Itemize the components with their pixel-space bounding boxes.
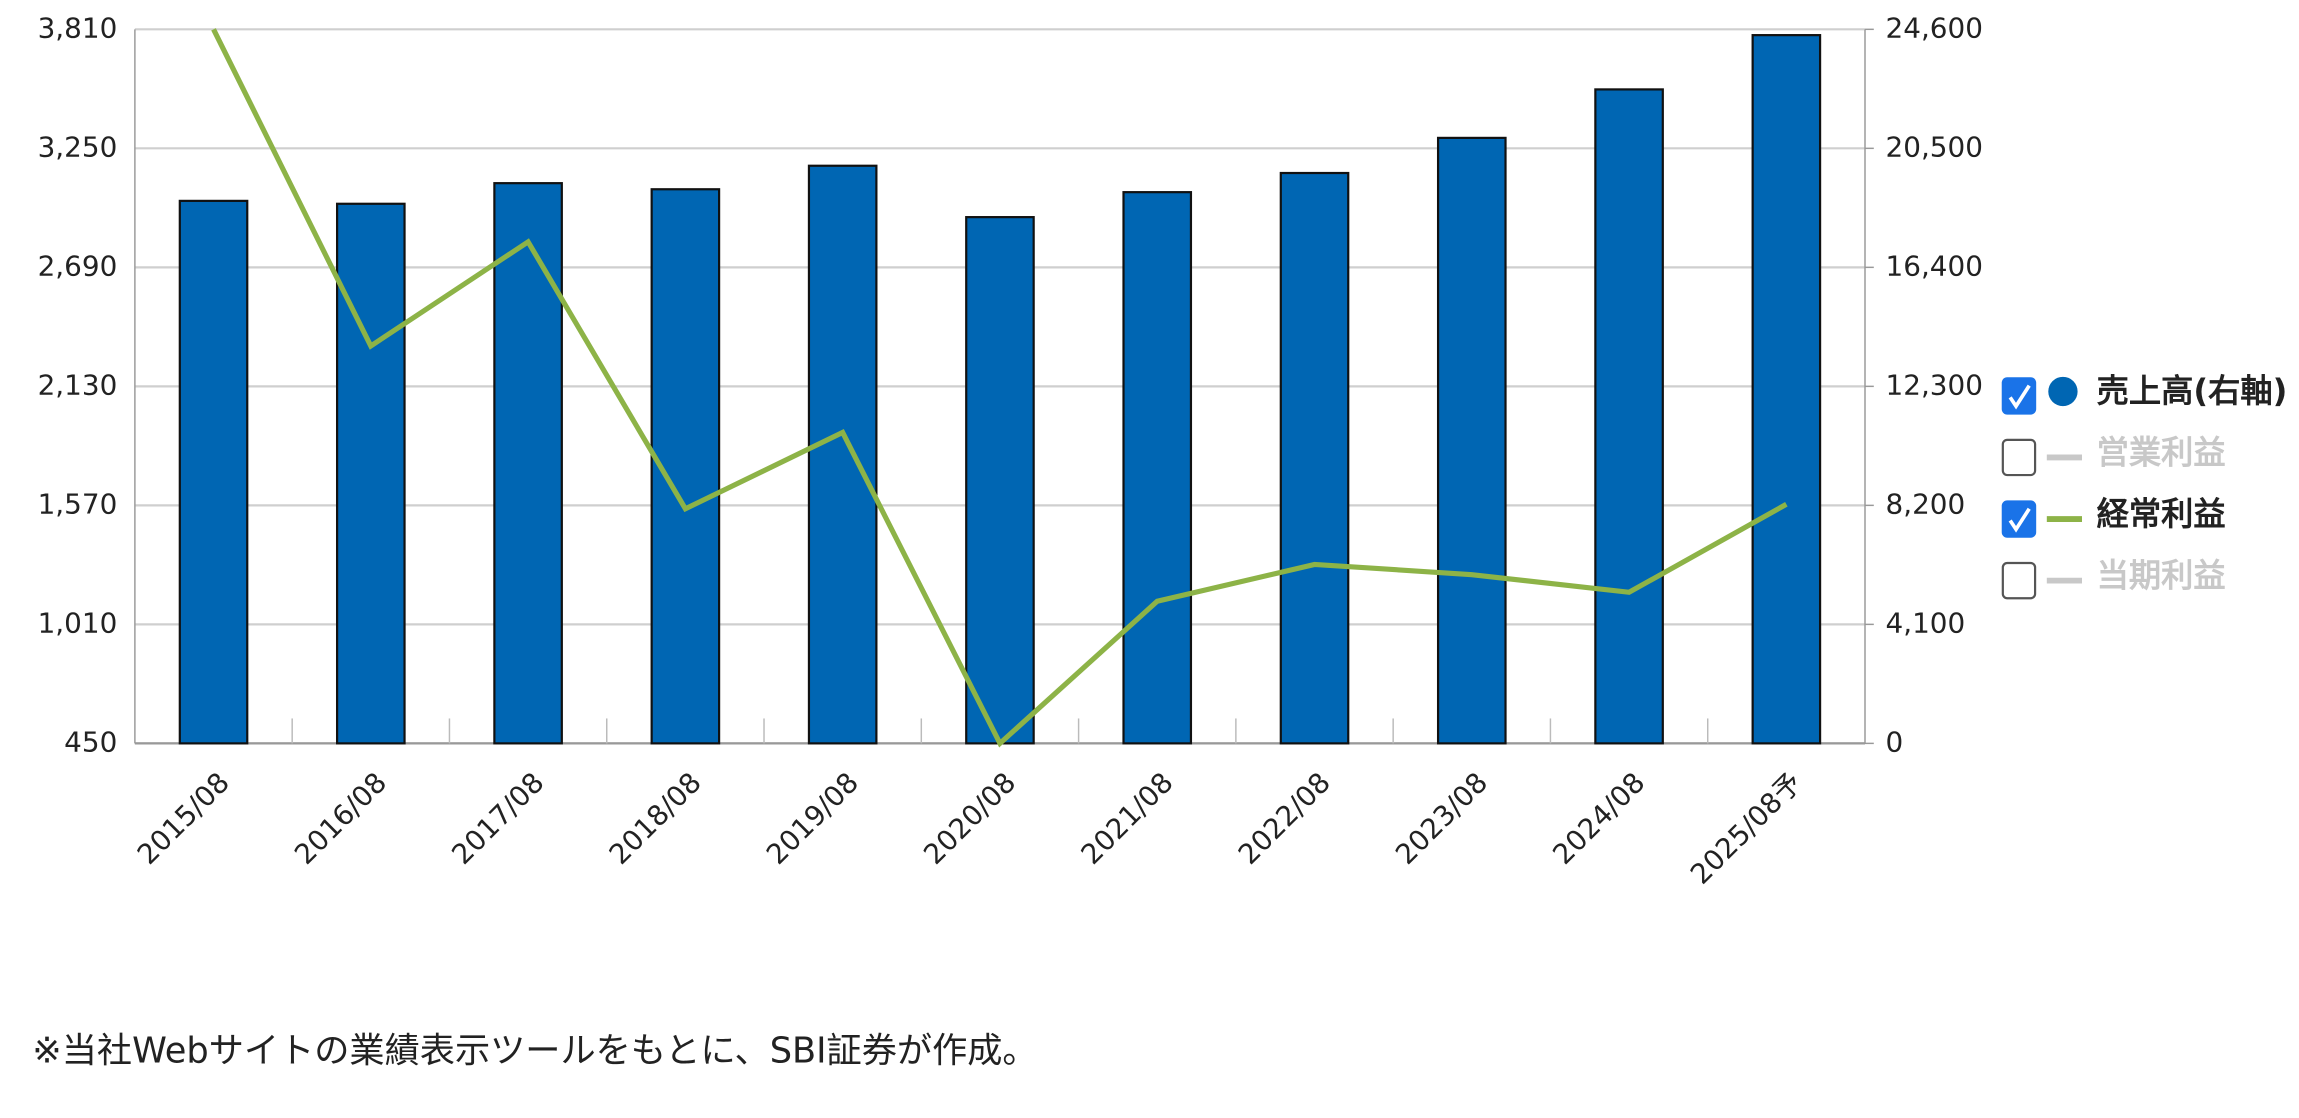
y-tick-label: 1,570: [38, 487, 118, 520]
y2-tick-label: 8,200: [1886, 487, 1966, 520]
x-tick-label: 2021/08: [1074, 766, 1179, 871]
y-tick-label: 2,690: [38, 249, 118, 282]
legend-checkbox[interactable]: [2001, 500, 2037, 538]
y-tick-label: 3,250: [38, 130, 118, 163]
y2-tick-label: 12,300: [1886, 368, 1983, 401]
legend-checkmark[interactable]: [2008, 384, 2031, 410]
y2-tick-label: 20,500: [1886, 130, 1983, 163]
line: [211, 28, 1788, 748]
bar: [493, 182, 563, 745]
legend-label[interactable]: 経常利益: [2097, 495, 2226, 533]
x-tick-label: 2022/08: [1232, 766, 1337, 871]
y2-tick-label: 24,600: [1886, 11, 1983, 44]
x-tick-label: 2020/08: [917, 766, 1022, 871]
x-tick-label: 2019/08: [760, 766, 865, 871]
bar: [1122, 191, 1193, 745]
legend-marker: [2048, 376, 2078, 407]
legend-checkmark[interactable]: [2008, 507, 2031, 533]
y-tick-label: 1,010: [38, 606, 118, 639]
x-tick-label: 2016/08: [288, 766, 393, 871]
legend-checkbox[interactable]: [2001, 561, 2037, 600]
x-tick-label: 2023/08: [1389, 766, 1494, 871]
legend-checkbox[interactable]: [2001, 377, 2037, 415]
y2-tick-label: 0: [1886, 725, 1904, 758]
x-tick-label: 2015/08: [131, 766, 236, 871]
x-tick-label: 2025/08予: [1684, 766, 1809, 891]
bar: [965, 216, 1035, 745]
legend-label[interactable]: 営業利益: [2097, 434, 2226, 472]
legend-label[interactable]: 当期利益: [2097, 557, 2226, 595]
bar: [1279, 171, 1350, 745]
y-tick-label: 450: [64, 725, 117, 758]
bar: [807, 164, 878, 745]
legend-label[interactable]: 売上高(右軸): [2097, 372, 2288, 410]
x-tick-label: 2018/08: [603, 766, 708, 871]
y2-tick-label: 16,400: [1886, 249, 1983, 282]
y-tick-label: 3,810: [38, 11, 118, 44]
bar: [335, 202, 406, 745]
y-tick-label: 2,130: [38, 368, 118, 401]
bar: [1594, 88, 1664, 745]
x-tick-label: 2024/08: [1546, 766, 1651, 871]
bar: [1751, 34, 1822, 745]
y2-tick-label: 4,100: [1886, 606, 1966, 639]
legend-checkbox[interactable]: [2001, 438, 2037, 477]
footnote: ※当社Webサイトの業績表示ツールをもとに、SBI証券が作成。: [32, 1031, 1037, 1072]
bar: [1436, 136, 1507, 745]
x-tick-label: 2017/08: [445, 766, 550, 871]
bar: [178, 199, 249, 745]
